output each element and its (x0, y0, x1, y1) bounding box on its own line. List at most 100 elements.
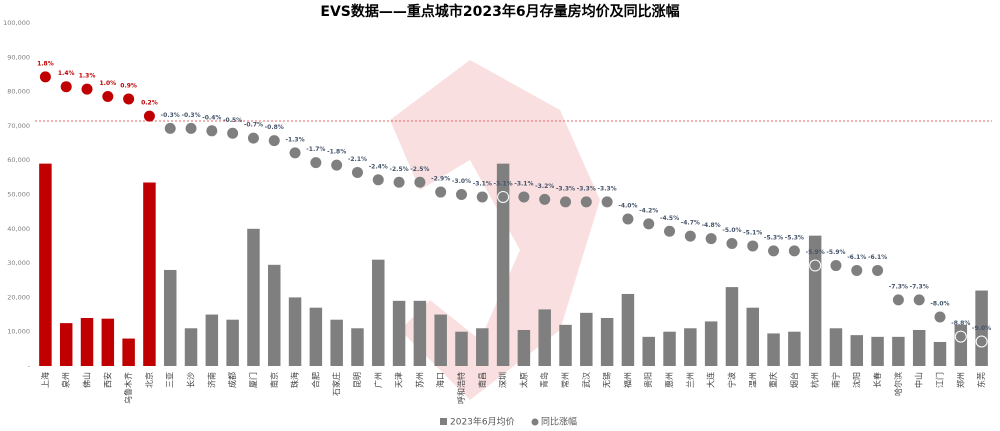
dot (913, 294, 925, 306)
x-tick-label: 贵阳 (643, 372, 653, 388)
x-tick-label: 佛山 (82, 372, 92, 388)
dot (622, 213, 634, 225)
bar (829, 328, 843, 366)
dot (289, 147, 301, 159)
data-label: -6.1% (868, 254, 887, 261)
data-label: 1.3% (79, 73, 96, 80)
data-label: -1.7% (306, 146, 325, 153)
data-label: -3.2% (535, 183, 554, 190)
data-label: -5.1% (743, 229, 762, 236)
x-tick-label: 惠州 (664, 372, 674, 388)
data-label: 1.4% (58, 70, 75, 77)
data-label: -0.5% (223, 117, 242, 124)
bar (767, 333, 780, 366)
data-label: -3.1% (473, 180, 492, 187)
dot (247, 132, 259, 144)
data-label: -4.8% (702, 222, 721, 229)
data-label: -2.5% (390, 166, 409, 173)
x-tick-label: 南昌 (477, 372, 487, 388)
bar (933, 341, 947, 366)
dot (497, 190, 510, 203)
bar (871, 336, 884, 366)
bar (538, 309, 551, 366)
bar (330, 319, 343, 366)
data-label: -1.8% (327, 149, 346, 156)
data-label: -3.3% (577, 185, 596, 192)
data-label: -3.3% (598, 185, 617, 192)
legend-swatch (531, 418, 539, 426)
bar (704, 321, 718, 366)
x-tick-label: 无锡 (603, 372, 612, 388)
x-tick-label: 呼和浩特 (456, 372, 466, 404)
x-tick-label: 上海 (40, 372, 50, 388)
dot (164, 122, 176, 134)
data-label: -9.0% (972, 325, 991, 332)
dot (351, 166, 363, 178)
y-tick-label: 50,000 (7, 191, 30, 199)
x-tick-label: 兰州 (685, 372, 695, 388)
dot (310, 157, 322, 169)
x-tick-label: 大连 (706, 372, 716, 388)
dot (60, 81, 72, 93)
bar (892, 336, 905, 366)
data-label: -5.9% (806, 249, 825, 256)
bar (850, 335, 864, 366)
legend-label: 2023年6月均价 (450, 416, 515, 428)
data-label: -6.1% (847, 254, 866, 261)
dot (560, 196, 572, 208)
bar (621, 293, 635, 366)
dot (455, 189, 467, 200)
x-tick-label: 长春 (872, 372, 882, 388)
bar (580, 312, 593, 366)
data-label: -4.5% (660, 215, 679, 222)
bar (788, 331, 801, 366)
data-label: -8.8% (951, 320, 970, 327)
data-label: -7.3% (910, 283, 929, 290)
data-label: -1.3% (285, 136, 304, 143)
data-label: -3.1% (494, 180, 513, 187)
x-tick-label: 南宁 (830, 372, 840, 388)
dot (892, 294, 904, 306)
bar (247, 228, 260, 366)
y-tick-label: 20,000 (7, 293, 30, 301)
data-label: -3.0% (452, 178, 471, 185)
x-tick-label: 深圳 (498, 372, 508, 388)
bar (392, 300, 406, 366)
data-label: -2.9% (431, 176, 450, 183)
data-label: -2.4% (369, 163, 388, 170)
dot (102, 91, 114, 102)
x-tick-label: 济南 (206, 372, 216, 388)
dot (601, 196, 613, 208)
dot (726, 238, 738, 249)
bar (912, 329, 926, 366)
data-label: -2.5% (410, 166, 429, 173)
bar (372, 259, 385, 366)
data-label: -5.3% (785, 234, 804, 241)
x-tick-label: 武汉 (581, 372, 591, 388)
x-tick-label: 北京 (144, 372, 154, 388)
x-tick-label: 乌鲁木齐 (123, 372, 133, 404)
y-tick-label: - (28, 362, 31, 370)
x-tick-label: 烟台 (789, 372, 799, 388)
bar (205, 314, 219, 366)
x-tick-label: 天津 (394, 372, 404, 388)
dot (414, 176, 426, 188)
dot (664, 225, 676, 237)
legend-label: 同比涨幅 (541, 416, 577, 428)
x-tick-label: 南京 (269, 372, 279, 388)
bar (455, 331, 468, 366)
dot (872, 264, 884, 276)
data-label: 0.2% (141, 100, 158, 107)
data-label: -4.7% (681, 220, 700, 227)
bar (226, 319, 239, 366)
x-tick-label: 长沙 (186, 372, 196, 388)
bar (975, 290, 988, 366)
y-tick-label: 30,000 (7, 259, 30, 267)
bar (954, 324, 968, 366)
dot (768, 245, 780, 257)
x-tick-label: 重庆 (768, 372, 778, 388)
bar (143, 182, 156, 366)
data-label: -0.3% (181, 112, 200, 119)
dot (39, 71, 51, 83)
data-label: -4.0% (618, 203, 637, 210)
